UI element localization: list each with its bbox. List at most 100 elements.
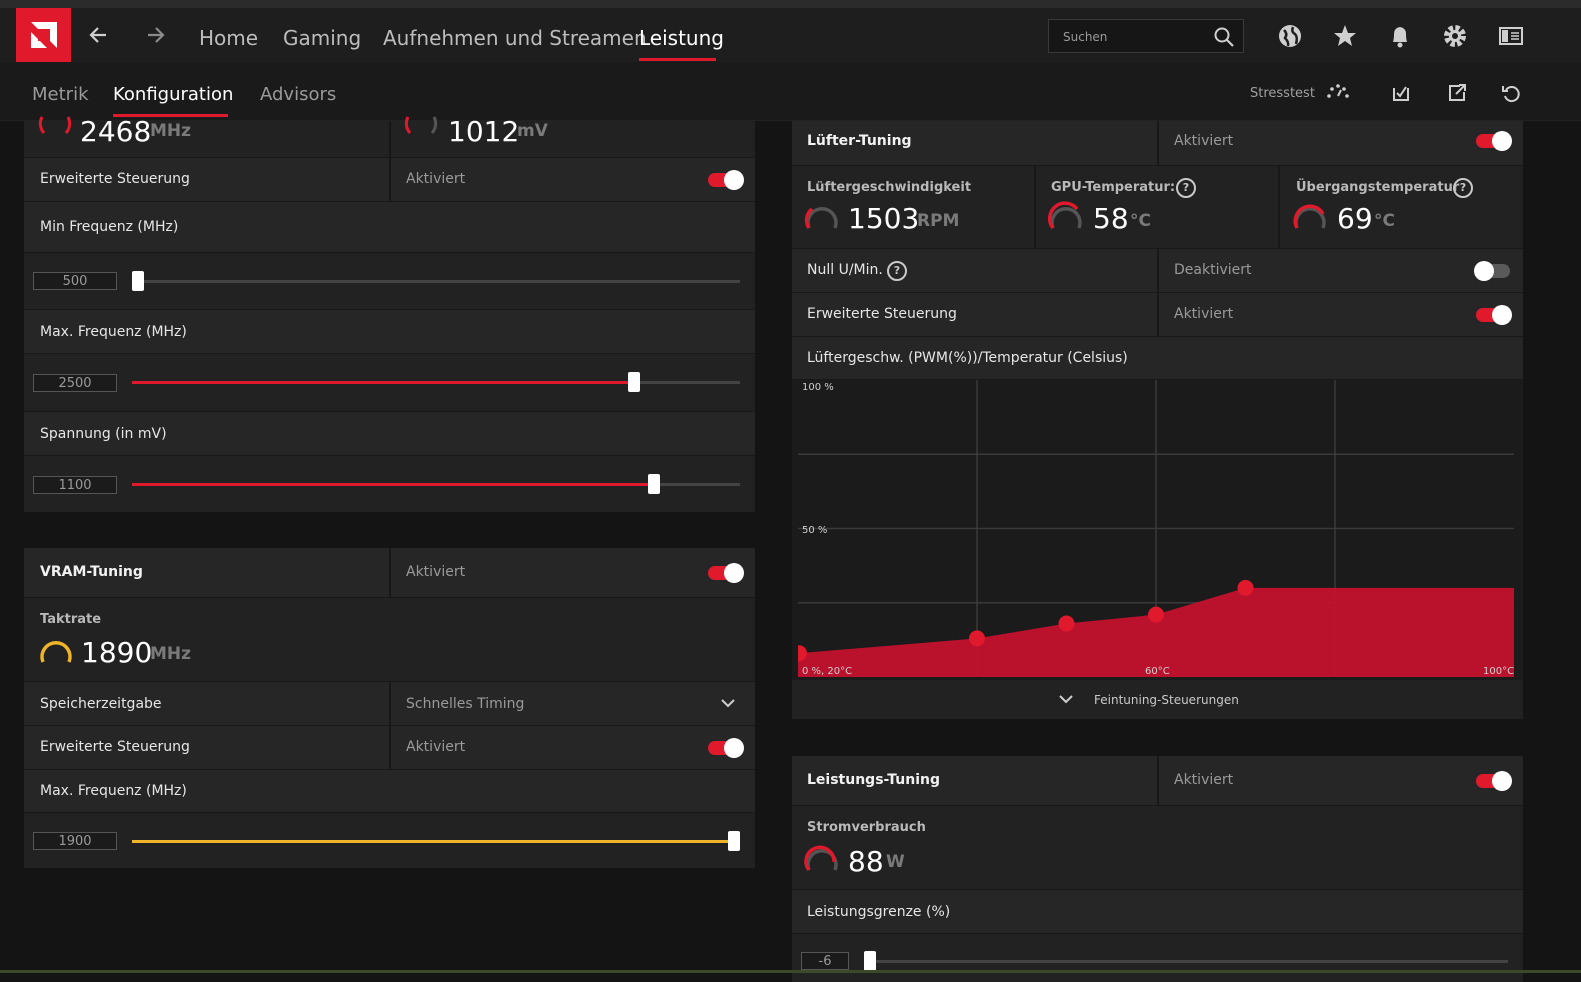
vram-title: VRAM-Tuning: [40, 564, 143, 580]
fan-toggle[interactable]: [1476, 131, 1512, 151]
min-freq-label: Min Frequenz (MHz): [40, 219, 179, 235]
fan-curve-point[interactable]: [798, 645, 807, 662]
vram-max-freq-header: Max. Frequenz (MHz): [24, 770, 755, 813]
voltage-input[interactable]: 1100: [33, 476, 117, 494]
vram-gauge-icon: [40, 641, 72, 663]
fan-curve-point[interactable]: [1058, 615, 1075, 632]
gpu-temp-help-icon[interactable]: ?: [1176, 178, 1196, 198]
tab-metrics[interactable]: Metrik: [32, 84, 89, 105]
vram-header-row: VRAM-Tuning Aktiviert: [24, 548, 755, 598]
power-limit-track[interactable]: [864, 960, 1508, 963]
junction-temp-help-icon[interactable]: ?: [1453, 178, 1473, 198]
gpu-advanced-toggle[interactable]: [708, 170, 744, 190]
gpu-voltage-value: 1012: [448, 115, 520, 148]
max-freq-thumb[interactable]: [628, 372, 640, 392]
fan-curve-point[interactable]: [969, 630, 985, 647]
gpu-temp-unit: °C: [1130, 211, 1151, 231]
stress-test-label[interactable]: Stresstest: [1250, 86, 1315, 101]
x-tick-origin: 0 %, 20°C: [802, 666, 853, 677]
fine-tuning-label[interactable]: Feintuning-Steuerungen: [1094, 693, 1239, 707]
star-icon[interactable]: [1331, 22, 1359, 50]
power-tuning-panel: Leistungs-Tuning Aktiviert Stromverbrauc…: [792, 756, 1523, 982]
min-freq-thumb[interactable]: [132, 271, 144, 291]
memory-timing-select[interactable]: Schnelles Timing: [406, 696, 525, 712]
vram-toggle[interactable]: [708, 563, 744, 583]
divider: [389, 121, 391, 158]
power-limit-thumb[interactable]: [864, 951, 876, 971]
gpu-temp-label: GPU-Temperatur:: [1051, 180, 1176, 195]
export-icon[interactable]: [1446, 82, 1468, 104]
divider: [1034, 166, 1036, 249]
max-freq-slider-row: 2500: [24, 354, 755, 412]
junction-temp-unit: °C: [1374, 211, 1395, 231]
zero-rpm-help-icon[interactable]: ?: [887, 261, 907, 281]
power-limit-input[interactable]: -6: [801, 952, 849, 970]
gpu-clock-unit: MHz: [150, 121, 192, 141]
fan-curve-point[interactable]: [1237, 579, 1254, 596]
vram-clock-unit: MHz: [150, 644, 192, 664]
memory-timing-label: Speicherzeitgabe: [40, 696, 162, 712]
zero-rpm-toggle[interactable]: [1474, 261, 1510, 281]
gpu-voltage-unit: mV: [517, 121, 548, 141]
fan-curve-label: Lüftergeschw. (PWM(%))/Temperatur (Celsi…: [807, 350, 1128, 366]
power-toggle[interactable]: [1476, 771, 1512, 791]
search-input[interactable]: Suchen: [1063, 30, 1108, 44]
gpu-temp-gauge-icon: [1048, 201, 1082, 230]
max-freq-input[interactable]: 2500: [33, 374, 117, 392]
tab-advisors[interactable]: Advisors: [260, 84, 337, 105]
nav-recording[interactable]: Aufnehmen und Streamen: [383, 26, 647, 50]
stress-gauge-icon[interactable]: [1326, 82, 1349, 104]
voltage-fill: [132, 483, 648, 486]
divider: [1157, 121, 1159, 166]
voltage-slider-row: 1100: [24, 456, 755, 512]
tab-configuration[interactable]: Konfiguration: [113, 84, 234, 105]
power-header-row: Leistungs-Tuning Aktiviert: [792, 756, 1523, 806]
amd-logo[interactable]: [16, 8, 71, 63]
gpu-temp-value: 58: [1093, 202, 1129, 235]
max-freq-header: Max. Frequenz (MHz): [24, 310, 755, 354]
sidebar-toggle-icon[interactable]: [1497, 22, 1525, 50]
fan-advanced-label: Erweiterte Steuerung: [807, 306, 957, 322]
min-freq-track[interactable]: [132, 280, 740, 283]
vram-max-freq-input[interactable]: 1900: [33, 832, 117, 850]
nav-performance[interactable]: Leistung: [639, 26, 724, 50]
fan-advanced-toggle[interactable]: [1476, 305, 1512, 325]
fine-tuning-row[interactable]: Feintuning-Steuerungen: [792, 680, 1523, 719]
vram-advanced-status: Aktiviert: [406, 739, 466, 755]
fan-metrics-row: Lüftergeschwindigkeit 1503 RPM GPU-Tempe…: [792, 166, 1523, 249]
fan-curve-chart-area: 100 % 50 % 0 %, 20°C 60°C 100°C: [792, 380, 1523, 680]
reset-icon[interactable]: [1500, 82, 1522, 104]
nav-home[interactable]: Home: [199, 26, 259, 50]
chevron-down-icon[interactable]: [1058, 693, 1074, 705]
gear-icon[interactable]: [1441, 22, 1469, 50]
power-status: Aktiviert: [1174, 772, 1234, 788]
sub-navigation: [0, 62, 1581, 121]
junction-temp-value: 69: [1337, 202, 1373, 235]
max-freq-label: Max. Frequenz (MHz): [40, 324, 187, 340]
vram-advanced-toggle[interactable]: [708, 738, 744, 758]
fan-curve-point[interactable]: [1148, 606, 1164, 623]
gpu-clock-value: 2468: [80, 115, 152, 148]
search-icon[interactable]: [1213, 26, 1235, 48]
chevron-down-icon[interactable]: [720, 697, 736, 709]
fan-advanced-status: Aktiviert: [1174, 306, 1234, 322]
min-freq-input[interactable]: 500: [33, 272, 117, 290]
junction-temp-gauge-icon: [1293, 204, 1326, 229]
nav-gaming[interactable]: Gaming: [283, 26, 362, 50]
globe-icon[interactable]: [1276, 22, 1304, 50]
vram-max-freq-label: Max. Frequenz (MHz): [40, 783, 187, 799]
voltage-thumb[interactable]: [648, 474, 660, 494]
power-limit-slider-row: -6: [792, 934, 1523, 982]
vram-tuning-panel: VRAM-Tuning Aktiviert Taktrate 1890 MHz …: [24, 548, 755, 868]
apply-icon[interactable]: [1390, 82, 1412, 104]
power-consumption-value: 88: [848, 845, 884, 878]
search-box[interactable]: Suchen: [1048, 19, 1244, 53]
gpu-tuning-panel: 2468 MHz 1012 mV Erweiterte Steuerung Ak…: [24, 115, 755, 512]
fan-header-row: Lüfter-Tuning Aktiviert: [792, 121, 1523, 166]
fan-curve-chart[interactable]: [798, 380, 1516, 680]
vram-max-freq-thumb[interactable]: [728, 831, 740, 851]
title-strip: [0, 0, 1581, 8]
bell-icon[interactable]: [1386, 22, 1414, 50]
back-arrow-icon[interactable]: [86, 22, 112, 48]
forward-arrow-icon[interactable]: [142, 22, 168, 48]
